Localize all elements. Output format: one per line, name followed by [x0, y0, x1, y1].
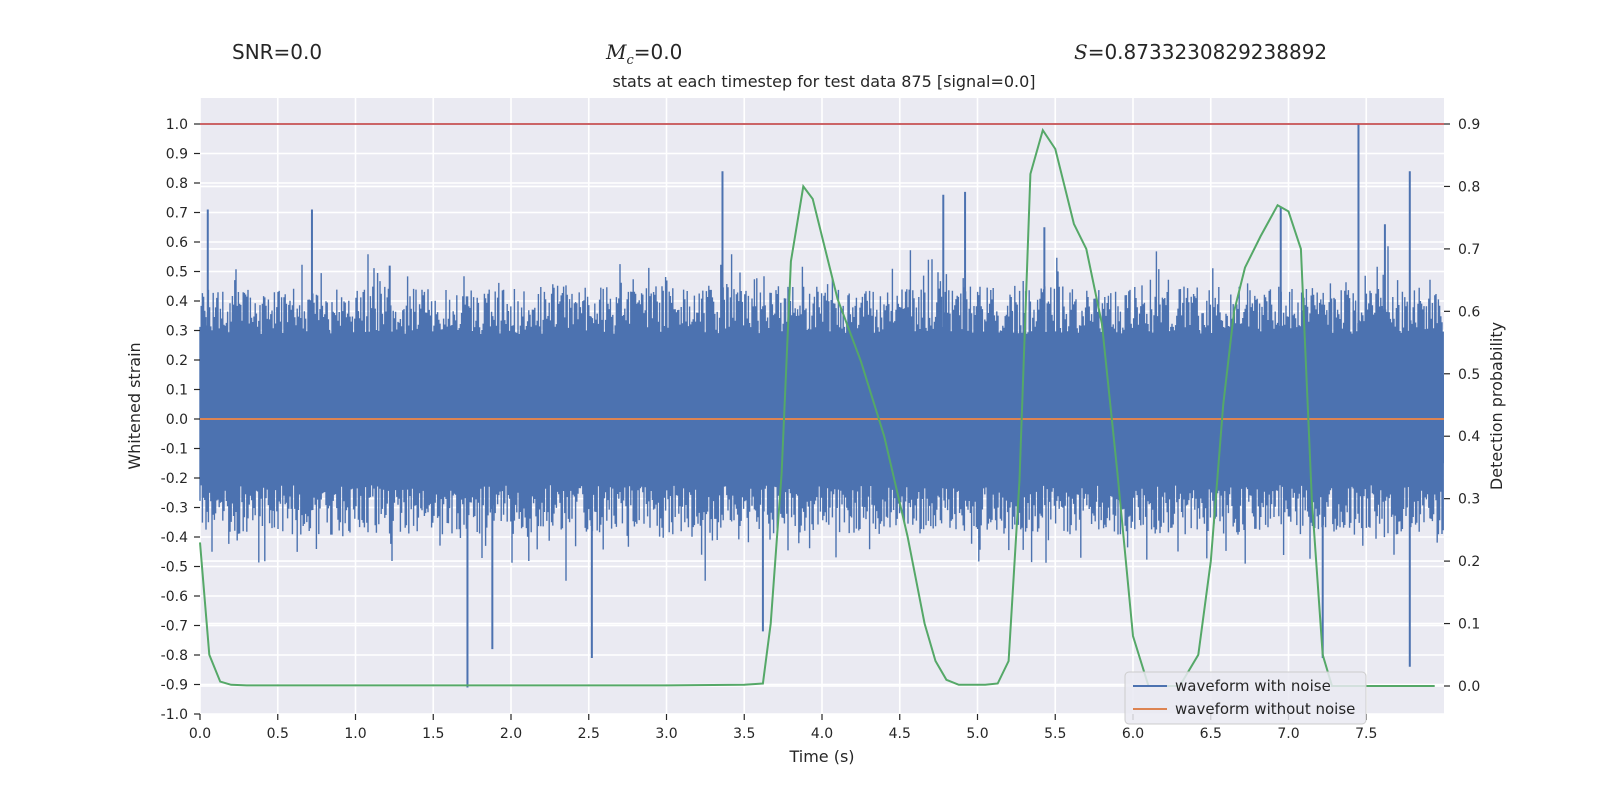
y-right-tick-label-0.1: 0.1: [1458, 617, 1480, 633]
y-left-tick-label-0.8: 0.8: [166, 176, 188, 192]
y-left-tick-label-0.5: 0.5: [166, 265, 188, 281]
snr-label: SNR=0.0: [232, 40, 323, 64]
y-right-tick-label-0.5: 0.5: [1458, 367, 1480, 383]
y-left-tick-label-0.1: 0.1: [166, 383, 188, 399]
mc-subscript: c: [626, 53, 634, 68]
x-tick-label-5.5: 5.5: [1044, 726, 1066, 742]
s-value: =0.8733230829238892: [1087, 40, 1328, 64]
y-left-tick-label--0.6: -0.6: [161, 589, 188, 605]
y-left-tick-label--0.7: -0.7: [161, 619, 188, 635]
y-right-tick-label-0.0: 0.0: [1458, 679, 1480, 695]
x-tick-label-3.5: 3.5: [733, 726, 755, 742]
legend-box: [1124, 671, 1367, 725]
s-symbol: S: [1074, 40, 1088, 64]
y-left-tick-label-0.3: 0.3: [166, 324, 188, 340]
x-tick-label-5.0: 5.0: [966, 726, 988, 742]
x-tick-label-7.5: 7.5: [1355, 726, 1377, 742]
x-tick-label-1.5: 1.5: [422, 726, 444, 742]
x-tick-label-0.5: 0.5: [267, 726, 289, 742]
probability-line: [199, 127, 1435, 687]
y-left-tick-label-0.7: 0.7: [166, 206, 188, 222]
y-left-tick-label-0.0: 0.0: [166, 412, 188, 428]
x-tick-label-0.0: 0.0: [189, 726, 211, 742]
y-left-tick-label--0.4: -0.4: [161, 530, 188, 546]
x-tick-label-2.0: 2.0: [500, 726, 522, 742]
x-tick-label-2.5: 2.5: [578, 726, 600, 742]
y-right-tick-label-0.6: 0.6: [1458, 304, 1480, 320]
mc-symbol: M: [606, 40, 627, 64]
y-left-tick-label-0.4: 0.4: [166, 294, 188, 310]
y-right-tick-label-0.9: 0.9: [1458, 117, 1480, 133]
series-detection-probability: [199, 127, 1435, 687]
axes: 0.0 0.5 1.0 1.5 2.0 2.5 3.0 3.5 4.0 4.5 5.0 5.5 6.0 6…: [125, 117, 1506, 766]
y-right-tick-label-0.7: 0.7: [1458, 242, 1480, 258]
legend-label-1: waveform without noise: [1175, 700, 1355, 718]
x-tick-label-3.0: 3.0: [655, 726, 677, 742]
y-right-tick-label-0.3: 0.3: [1458, 492, 1480, 508]
y-right-tick-label-0.4: 0.4: [1458, 429, 1480, 445]
chart-title: stats at each timestep for test data 875…: [612, 72, 1036, 91]
x-tick-label-4.5: 4.5: [889, 726, 911, 742]
y-left-tick-label--0.1: -0.1: [161, 442, 188, 458]
y-right-axis-label: Detection probability: [1487, 322, 1506, 490]
x-tick-label-4.0: 4.0: [811, 726, 833, 742]
y-left-tick-label-0.9: 0.9: [166, 147, 188, 163]
y-left-tick-label--0.9: -0.9: [161, 678, 188, 694]
y-left-tick-label--0.8: -0.8: [161, 648, 188, 664]
x-axis-label: Time (s): [788, 747, 854, 766]
y-left-tick-label-0.2: 0.2: [166, 353, 188, 369]
y-left-tick-label--0.5: -0.5: [161, 560, 188, 576]
legend-label-0: waveform with noise: [1175, 677, 1331, 695]
x-tick-label-6.5: 6.5: [1200, 726, 1222, 742]
y-right-tick-label-0.2: 0.2: [1458, 554, 1480, 570]
y-left-tick-label--1.0: -1.0: [161, 707, 188, 723]
y-left-axis-label: Whitened strain: [125, 342, 144, 469]
y-right-tick-label-0.8: 0.8: [1458, 179, 1480, 195]
mc-value: =0.0: [633, 40, 683, 64]
s-statistic-label: S=0.8733230829238892: [1074, 40, 1327, 64]
x-tick-label-1.0: 1.0: [344, 726, 366, 742]
y-left-tick-label--0.2: -0.2: [161, 471, 188, 487]
chirp-mass-label: Mc=0.0: [606, 40, 682, 68]
y-left-tick-label-0.6: 0.6: [166, 235, 188, 251]
legend: waveform with noise waveform without nois…: [1124, 671, 1367, 725]
x-tick-label-6.0: 6.0: [1122, 726, 1144, 742]
x-tick-label-7.0: 7.0: [1277, 726, 1299, 742]
y-left-tick-label--0.3: -0.3: [161, 501, 188, 517]
y-left-tick-label-1.0: 1.0: [166, 117, 188, 133]
